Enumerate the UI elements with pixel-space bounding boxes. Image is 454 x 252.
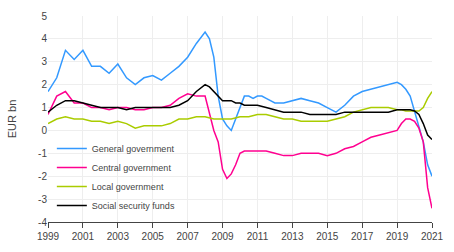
svg-text:2011: 2011 [247,231,269,242]
svg-text:1: 1 [41,102,47,113]
svg-text:2021: 2021 [421,231,444,242]
svg-text:2017: 2017 [351,231,374,242]
svg-text:3: 3 [41,56,47,67]
svg-text:EUR bn: EUR bn [6,100,18,139]
svg-text:Local government: Local government [92,182,164,192]
svg-text:2007: 2007 [177,231,200,242]
svg-text:-4: -4 [38,217,47,228]
svg-text:-2: -2 [38,171,47,182]
svg-text:2009: 2009 [211,231,234,242]
svg-text:2013: 2013 [281,231,304,242]
svg-text:2001: 2001 [72,231,95,242]
svg-text:5: 5 [41,11,47,22]
svg-text:4: 4 [41,33,47,44]
svg-text:1999: 1999 [37,231,60,242]
svg-text:General government: General government [92,144,175,154]
svg-text:0: 0 [41,125,47,136]
svg-text:-1: -1 [38,148,47,159]
svg-text:-3: -3 [38,194,47,205]
svg-text:Social security funds: Social security funds [92,201,175,211]
svg-text:2019: 2019 [386,231,409,242]
svg-text:2015: 2015 [316,231,339,242]
svg-text:2003: 2003 [107,231,130,242]
svg-text:2005: 2005 [142,231,165,242]
svg-text:2: 2 [41,79,47,90]
svg-text:Central government: Central government [92,163,172,173]
